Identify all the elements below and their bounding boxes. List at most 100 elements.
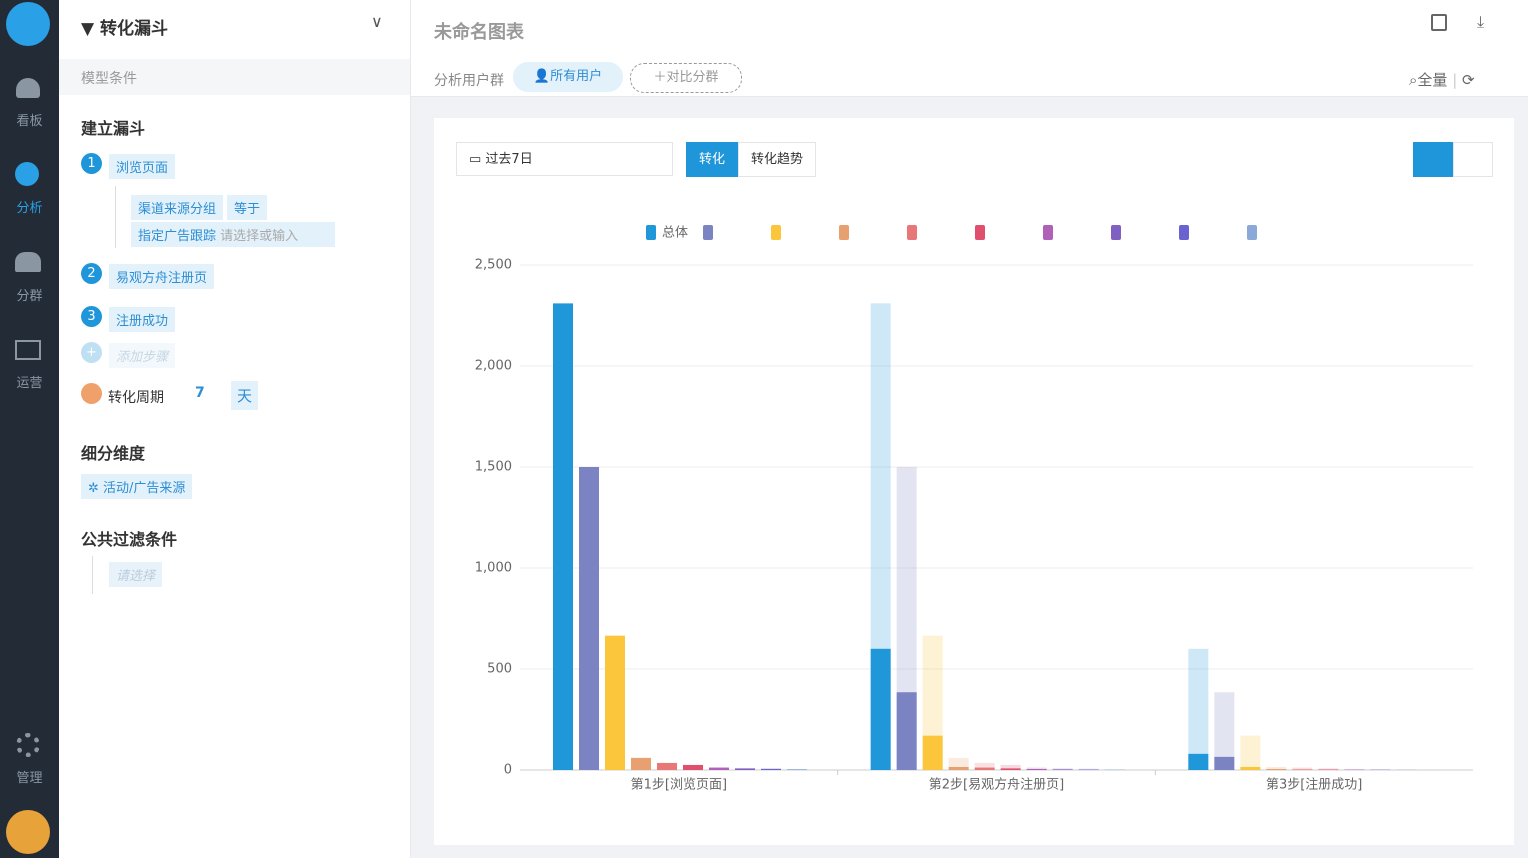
bar: [787, 769, 807, 770]
icon: [16, 733, 40, 757]
bar-previous: [1214, 692, 1235, 770]
nav-item[interactable]: 分析: [16, 201, 43, 216]
legend-swatch: [646, 225, 656, 240]
icon: [15, 252, 41, 272]
legend-label: 总体: [662, 226, 688, 241]
bar: [1240, 766, 1261, 770]
step-num: 2: [81, 263, 102, 284]
bar-previous: [1104, 769, 1125, 770]
y-tick-label: 0: [504, 763, 512, 778]
section-title: 细分维度: [81, 444, 146, 463]
header: 未命名图表 ⤓ 分析用户群 👤所有用户 ＋对比分群 ⌕全量 | ⟳: [411, 0, 1528, 97]
bar-view[interactable]: [1413, 142, 1453, 177]
placeholder: 请选择或输入: [220, 229, 299, 244]
bar-previous: [974, 762, 995, 770]
bar-previous: [1240, 735, 1261, 770]
model-label: 模型条件: [81, 71, 137, 87]
bar: [761, 768, 781, 770]
bar: [870, 648, 891, 770]
bar-previous: [1052, 768, 1073, 770]
text: 对比分群: [666, 70, 719, 85]
text: 所有用户: [550, 69, 603, 84]
window-unit[interactable]: 天: [231, 381, 259, 410]
y-tick-label: 2,000: [475, 359, 512, 374]
icon: [15, 340, 41, 360]
y-tick-label: 500: [487, 662, 512, 677]
step-tag[interactable]: 注册成功: [109, 307, 176, 332]
window-num[interactable]: 7: [195, 385, 205, 401]
value: 指定广告跟踪: [138, 229, 217, 244]
bar: [922, 735, 943, 770]
nav-item[interactable]: 运营: [16, 376, 43, 391]
chart-name[interactable]: 未命名图表: [434, 22, 524, 43]
section-title: 建立漏斗: [81, 119, 146, 138]
compare-button[interactable]: ＋对比分群: [630, 63, 742, 93]
bar-previous: [1318, 768, 1339, 770]
add-step[interactable]: 添加步骤: [109, 343, 176, 368]
step-tag[interactable]: 易观方舟注册页: [109, 264, 215, 289]
collapse[interactable]: ∨: [371, 12, 383, 31]
text: 活动/广告来源: [103, 481, 186, 496]
legend-swatch: [975, 225, 985, 240]
filter-field[interactable]: 渠道来源分组: [131, 195, 224, 220]
bar: [709, 767, 729, 770]
legend-swatch: [1043, 225, 1053, 240]
x-tick-label: 第1步[浏览页面]: [631, 777, 727, 793]
y-tick-label: 1,000: [475, 561, 512, 576]
step-num: 3: [81, 306, 102, 327]
bar: [579, 467, 599, 770]
bar-previous: [1188, 648, 1209, 770]
bar: [1214, 756, 1235, 770]
bar: [1266, 768, 1287, 770]
legend-swatch: [839, 225, 849, 240]
bar: [683, 764, 703, 770]
nav-bar: 看板 分析 分群 运营 管理: [0, 0, 59, 858]
panel-title: ▼ 转化漏斗: [81, 19, 168, 39]
group-tag[interactable]: 👤所有用户: [513, 62, 623, 92]
step-num: 1: [81, 153, 102, 174]
x-tick-label: 第2步[易观方舟注册页]: [929, 777, 1064, 793]
bar: [605, 635, 625, 770]
bar: [631, 757, 651, 770]
filter-value[interactable]: 指定广告跟踪 请选择或输入: [131, 222, 335, 247]
bar: [553, 303, 573, 770]
x-tick-label: 第3步[注册成功]: [1266, 778, 1362, 793]
save-icon[interactable]: [1431, 14, 1447, 31]
table-view[interactable]: [1453, 142, 1493, 177]
text: 全量: [1417, 71, 1448, 89]
scope[interactable]: ⌕全量 | ⟳: [1409, 71, 1475, 89]
bar: [1026, 768, 1047, 770]
legend-swatch: [1111, 225, 1121, 240]
nav-item[interactable]: 分群: [16, 289, 43, 304]
step-tag[interactable]: 浏览页面: [109, 154, 176, 179]
bar: [1052, 769, 1073, 770]
nav-item[interactable]: 管理: [16, 771, 43, 786]
bar: [948, 766, 969, 770]
avatar[interactable]: [6, 810, 50, 854]
legend-swatch: [1247, 225, 1257, 240]
bar-previous: [1000, 764, 1021, 770]
legend-swatch: [703, 225, 713, 240]
breakdown-tag[interactable]: ✲ 活动/广告来源: [81, 474, 193, 499]
divider: [92, 556, 93, 594]
filter-op[interactable]: 等于: [227, 195, 268, 220]
bar-previous: [1292, 767, 1313, 770]
icon: [16, 78, 40, 98]
date-picker[interactable]: ▭ 过去7日: [456, 142, 673, 176]
bar: [657, 762, 677, 770]
placeholder-tag[interactable]: 请选择: [109, 562, 163, 587]
tab[interactable]: 转化趋势: [738, 142, 816, 177]
text: 过去7日: [485, 152, 533, 167]
download-icon[interactable]: ⤓: [1477, 12, 1485, 31]
tab[interactable]: 转化: [686, 142, 738, 177]
y-tick-label: 2,500: [475, 258, 512, 273]
legend-swatch: [1179, 225, 1189, 240]
window-label: 转化周期: [108, 390, 164, 406]
window-icon: [81, 383, 102, 404]
y-tick-label: 1,500: [475, 460, 512, 475]
bar: [1188, 753, 1209, 770]
add-icon[interactable]: +: [81, 342, 102, 363]
nav-item[interactable]: 看板: [16, 114, 43, 129]
